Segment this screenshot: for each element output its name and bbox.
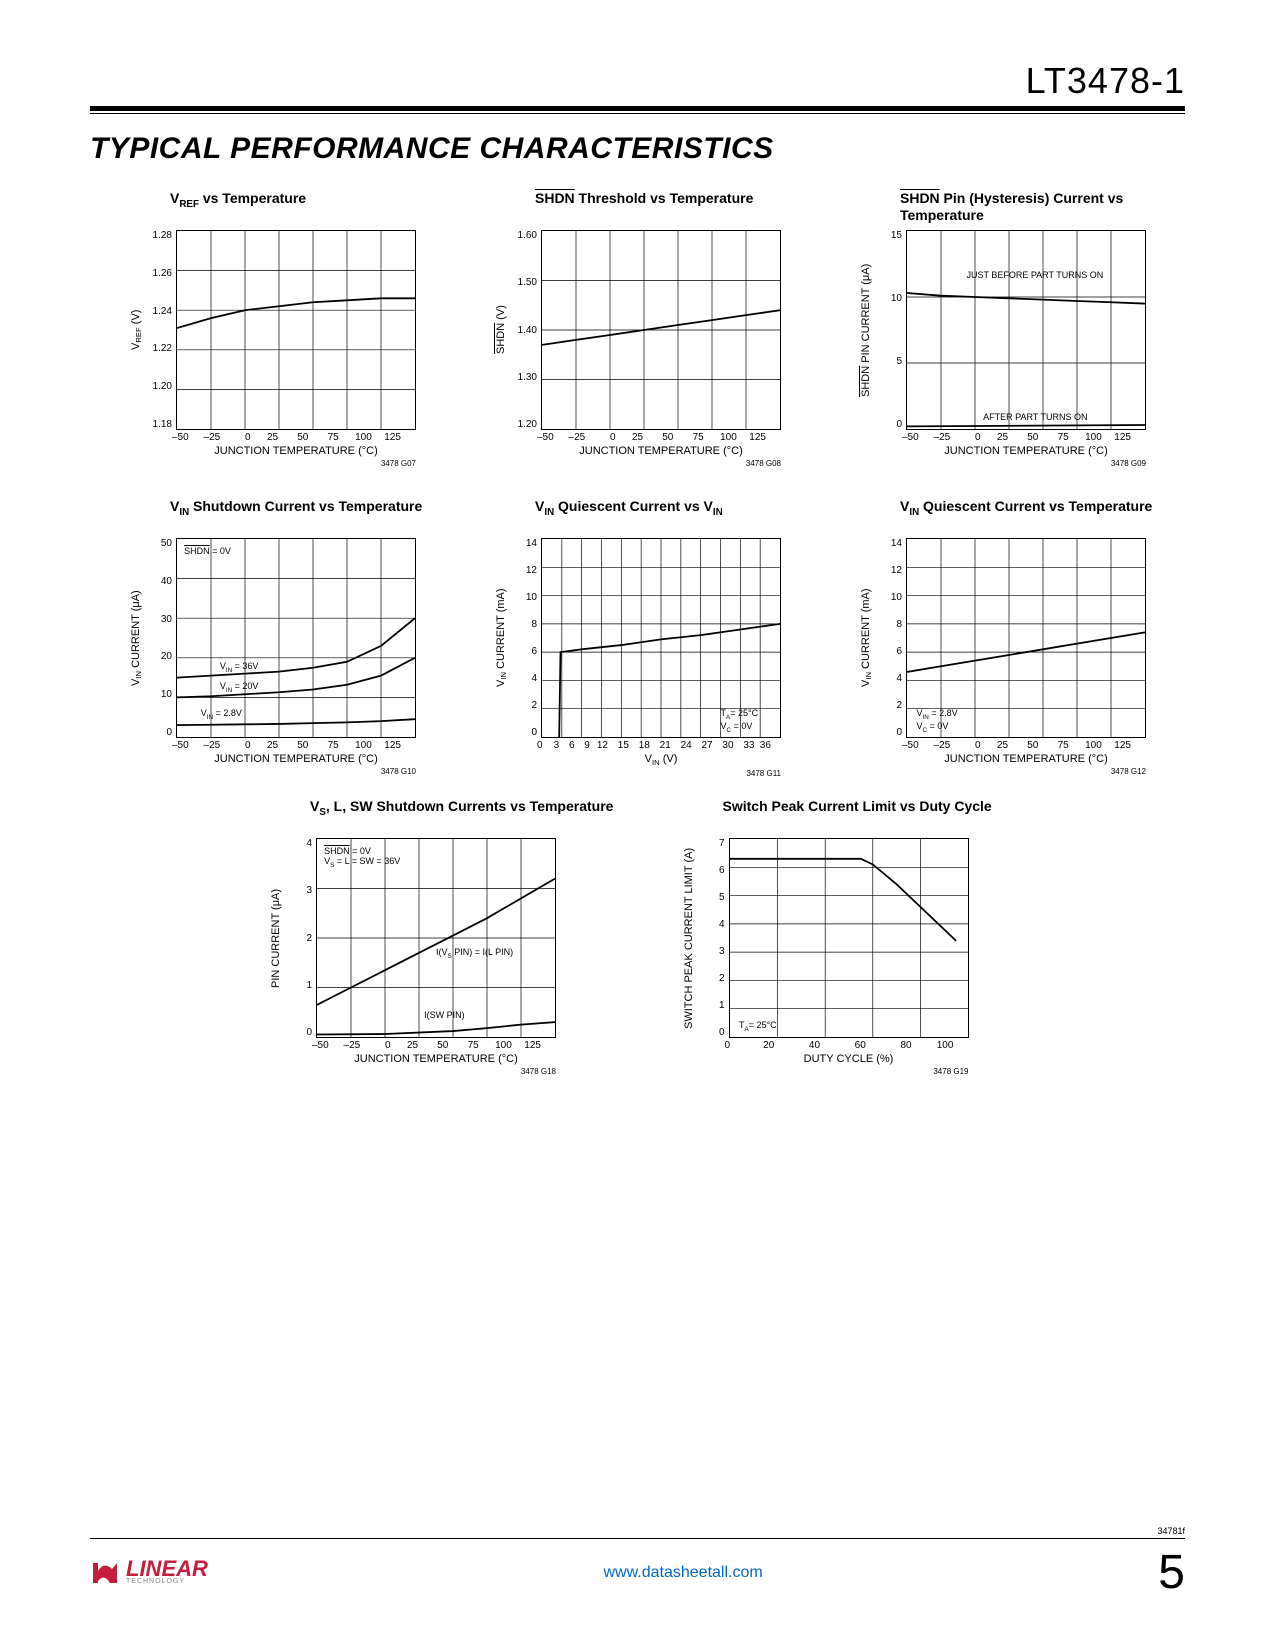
figure-number: 3478 G18 [316,1067,556,1076]
plot-area: JUST BEFORE PART TURNS ON AFTER PART TURN… [906,230,1146,430]
chart-g18: VS, L, SW Shutdown Currents vs Temperatu… [270,798,623,1076]
chart-title: SHDN Pin (Hysteresis) Current vs Tempera… [860,190,1185,224]
chart-annotation: VIN = 20V [220,682,259,695]
y-axis-label: VIN CURRENT (mA) [495,538,511,738]
figure-number: 3478 G10 [176,767,416,776]
figure-number: 3478 G07 [176,459,416,468]
part-number: LT3478-1 [90,60,1185,111]
plot-area: TA= 25°CVC = 0V [541,538,781,738]
x-ticks: 020406080100 [729,1040,969,1051]
chart-annotation: TA= 25°C [739,1021,777,1034]
footer-code: 34781f [90,1526,1185,1536]
x-ticks: –50–250255075100125 [541,432,781,443]
x-ticks: –50–250255075100125 [176,432,416,443]
footer-rule [90,1538,1185,1539]
x-axis-label: JUNCTION TEMPERATURE (°C) [906,445,1146,457]
chart-title: VREF vs Temperature [130,190,455,224]
page-number: 5 [1158,1545,1185,1600]
x-ticks: 0369121518212427303336 [541,740,781,751]
y-ticks: 1.281.261.241.221.201.18 [146,230,176,430]
x-ticks: –50–250255075100125 [176,740,416,751]
logo-text: LINEAR [126,1560,208,1579]
y-ticks: 151050 [876,230,906,430]
chart-title: VIN Quiescent Current vs Temperature [860,498,1185,532]
y-axis-label: PIN CURRENT (μA) [270,838,286,1038]
chart-annotation: VIN = 2.8VVC = 0V [917,709,958,734]
y-axis-label: SHDN (V) [495,230,511,430]
plot-area: SHDN = 0V VIN = 36V VIN = 20V VIN = 2.8V [176,538,416,738]
figure-number: 3478 G11 [541,769,781,778]
x-axis-label: JUNCTION TEMPERATURE (°C) [541,445,781,457]
y-ticks: 1.601.501.401.301.20 [511,230,541,430]
chart-g19: Switch Peak Current Limit vs Duty Cycle S… [683,798,1036,1076]
plot-area: SHDN = 0VVS = L = SW = 36V I(VS PIN) = I(… [316,838,556,1038]
y-axis-label: SHDN PIN CURRENT (μA) [860,230,876,430]
figure-number: 3478 G19 [729,1067,969,1076]
chart-annotation: TA= 25°CVC = 0V [721,709,759,734]
y-axis-label: VREF (V) [130,230,146,430]
chart-title: VS, L, SW Shutdown Currents vs Temperatu… [270,798,623,832]
logo: LINEAR TECHNOLOGY [90,1559,208,1587]
chart-title: VIN Quiescent Current vs VIN [495,498,820,532]
chart-title: Switch Peak Current Limit vs Duty Cycle [683,798,1036,832]
logo-icon [90,1559,120,1587]
figure-number: 3478 G08 [541,459,781,468]
chart-g07: VREF vs Temperature VREF (V)1.281.261.241… [130,190,455,468]
header-rule [90,113,1185,114]
chart-title: SHDN Threshold vs Temperature [495,190,820,224]
plot-area [541,230,781,430]
x-ticks: –50–250255075100125 [906,432,1146,443]
y-axis-label: VIN CURRENT (mA) [860,538,876,738]
section-title: TYPICAL PERFORMANCE CHARACTERISTICS [90,132,1185,166]
plot-area [176,230,416,430]
y-ticks: 14121086420 [511,538,541,738]
footer: 34781f LINEAR TECHNOLOGY www.datasheetal… [90,1526,1185,1600]
y-ticks: 43210 [286,838,316,1038]
y-axis-label: SWITCH PEAK CURRENT LIMIT (A) [683,838,699,1038]
x-axis-label: JUNCTION TEMPERATURE (°C) [176,753,416,765]
footer-url[interactable]: www.datasheetall.com [604,1564,763,1582]
plot-area: TA= 25°C [729,838,969,1038]
chart-annotation: SHDN = 0V [184,547,231,557]
chart-annotation: SHDN = 0VVS = L = SW = 36V [324,847,400,870]
y-ticks: 50403020100 [146,538,176,738]
x-ticks: –50–250255075100125 [316,1040,556,1051]
figure-number: 3478 G09 [906,459,1146,468]
y-ticks: 76543210 [699,838,729,1038]
chart-g12: VIN Quiescent Current vs Temperature VIN … [860,498,1185,778]
chart-annotation: VIN = 36V [220,662,259,675]
figure-number: 3478 G12 [906,767,1146,776]
chart-annotation: AFTER PART TURNS ON [983,413,1087,423]
chart-annotation: I(VS PIN) = I(L PIN) [436,948,513,961]
chart-annotation: VIN = 2.8V [201,709,242,722]
y-ticks: 14121086420 [876,538,906,738]
chart-g10: VIN Shutdown Current vs Temperature VIN C… [130,498,455,778]
chart-title: VIN Shutdown Current vs Temperature [130,498,455,532]
chart-g11: VIN Quiescent Current vs VIN VIN CURRENT … [495,498,820,778]
chart-annotation: I(SW PIN) [424,1011,465,1021]
charts-bottom-row: VS, L, SW Shutdown Currents vs Temperatu… [270,798,1035,1076]
x-ticks: –50–250255075100125 [906,740,1146,751]
x-axis-label: JUNCTION TEMPERATURE (°C) [316,1053,556,1065]
x-axis-label: VIN (V) [541,753,781,767]
x-axis-label: DUTY CYCLE (%) [729,1053,969,1065]
y-axis-label: VIN CURRENT (μA) [130,538,146,738]
chart-g08: SHDN Threshold vs Temperature SHDN (V)1.6… [495,190,820,468]
chart-g09: SHDN Pin (Hysteresis) Current vs Tempera… [860,190,1185,468]
x-axis-label: JUNCTION TEMPERATURE (°C) [176,445,416,457]
plot-area: VIN = 2.8VVC = 0V [906,538,1146,738]
x-axis-label: JUNCTION TEMPERATURE (°C) [906,753,1146,765]
chart-annotation: JUST BEFORE PART TURNS ON [967,271,1104,281]
charts-grid: VREF vs Temperature VREF (V)1.281.261.241… [130,190,1185,778]
